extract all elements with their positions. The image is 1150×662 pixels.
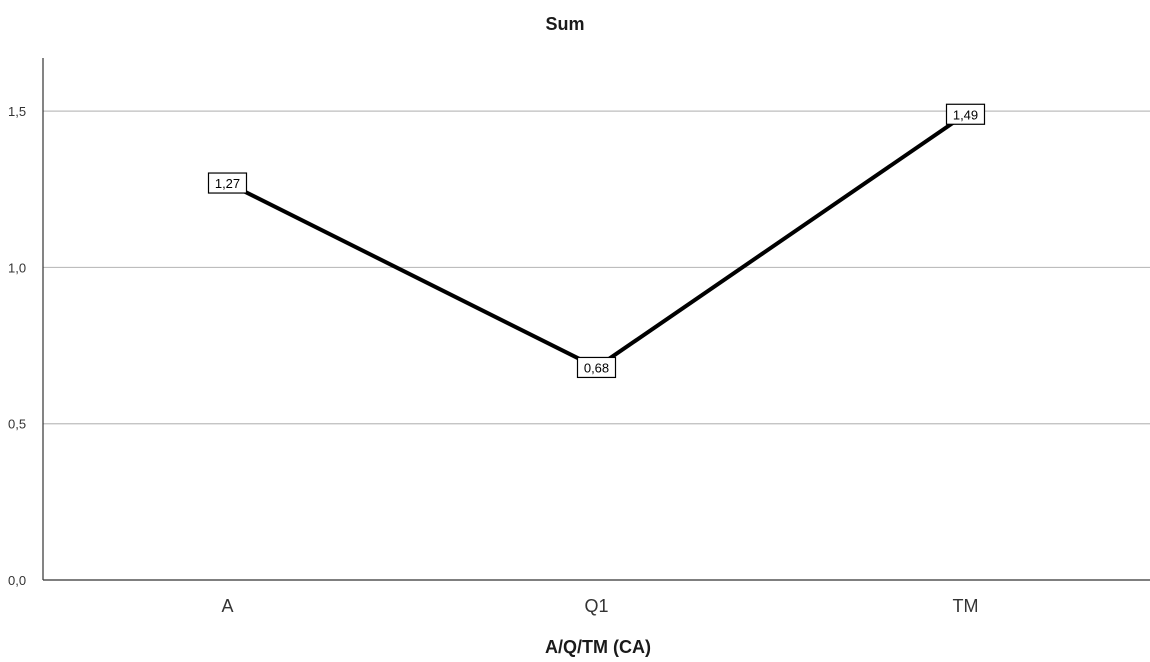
y-tick-label: 0,5 <box>8 417 26 432</box>
x-axis-title: A/Q/TM (CA) <box>545 637 651 657</box>
chart-title: Sum <box>545 14 584 34</box>
data-label: 1,27 <box>215 176 240 191</box>
x-tick-label: Q1 <box>584 596 608 616</box>
x-tick-label: A <box>221 596 233 616</box>
data-label-box <box>207 172 248 194</box>
series-line <box>226 112 967 370</box>
y-tick-label: 1,0 <box>8 260 26 275</box>
data-labels: 1,27 0,68 1,49 <box>207 103 986 379</box>
x-tick-labels: A Q1 TM <box>221 596 978 616</box>
y-tick-label: 0,0 <box>8 573 26 588</box>
y-tick-labels: 0,0 0,5 1,0 1,5 <box>8 104 26 588</box>
axes <box>42 58 1150 581</box>
data-label: 0,68 <box>584 360 609 375</box>
data-label-box <box>576 356 617 379</box>
data-label: 1,49 <box>953 107 978 122</box>
y-tick-label: 1,5 <box>8 104 26 119</box>
series-lines <box>226 112 967 370</box>
data-label-box <box>945 103 986 125</box>
x-tick-label: TM <box>953 596 979 616</box>
